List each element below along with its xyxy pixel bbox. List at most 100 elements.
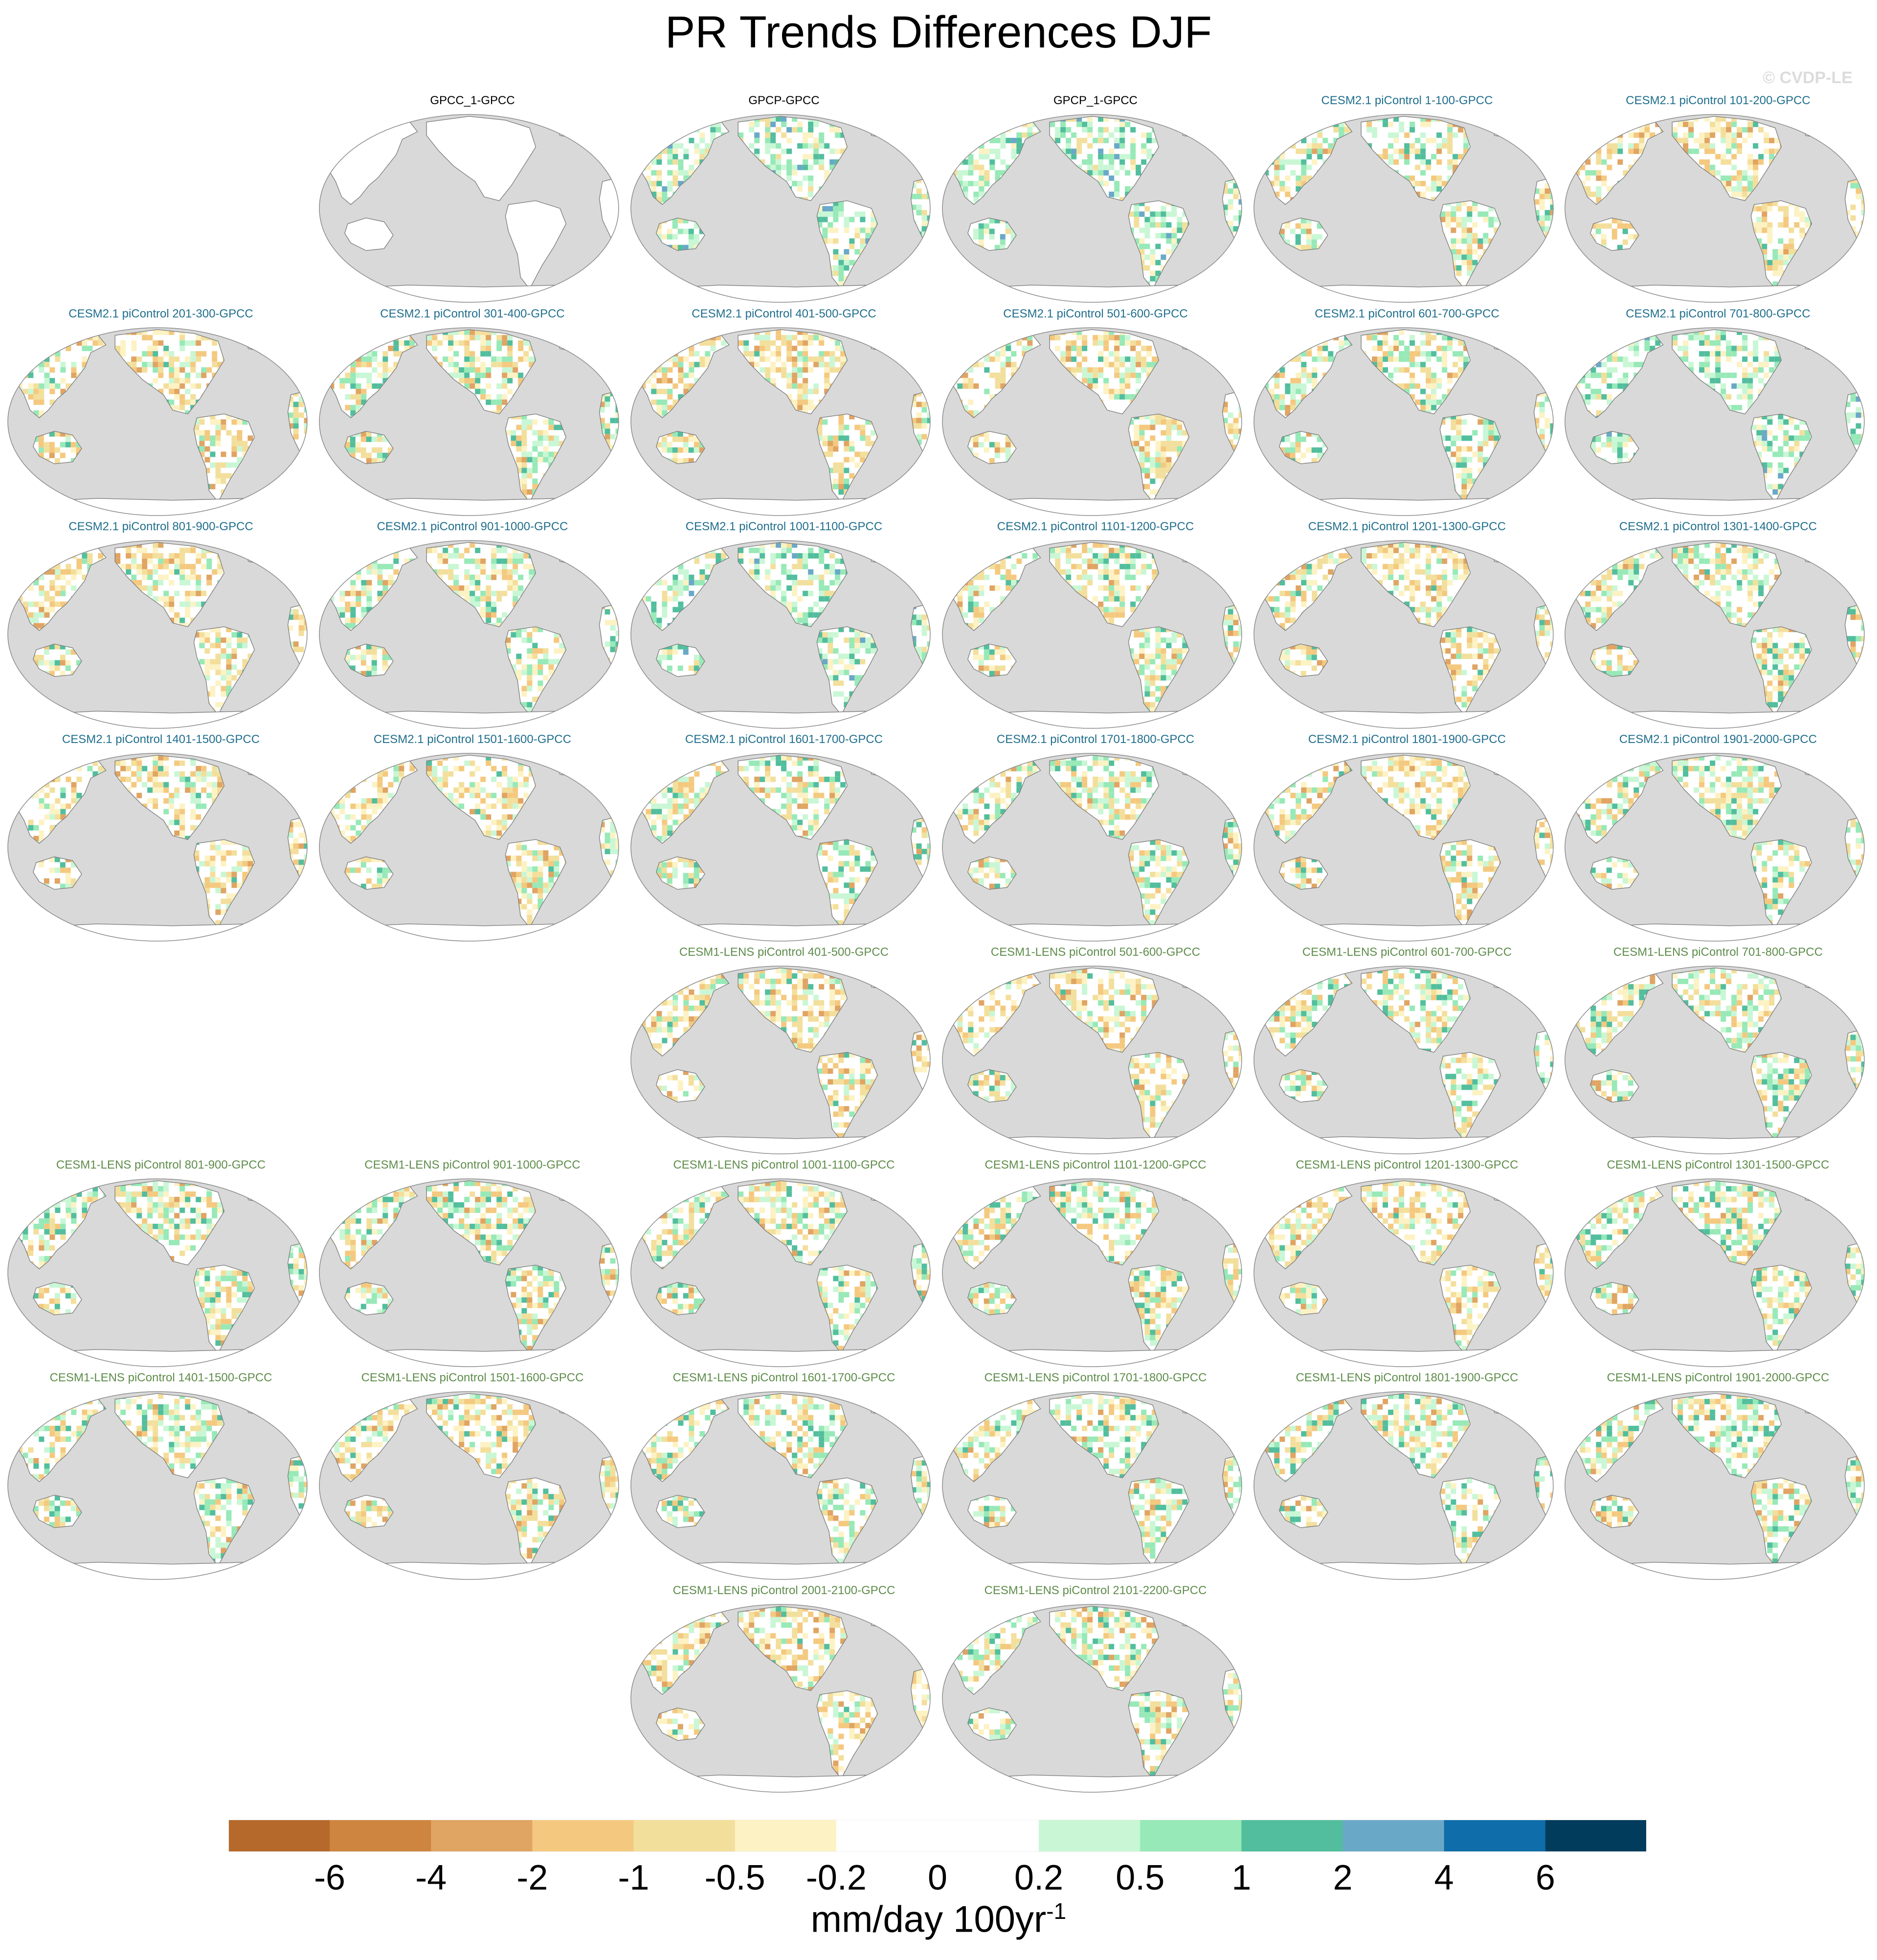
trend-cell [1155,222,1161,228]
trend-cell [781,361,787,367]
land-africa [599,178,619,239]
trend-cell [1152,329,1158,335]
trend-cell [984,154,990,159]
trend-cell [803,175,808,181]
trend-cell [33,399,39,405]
trend-cell [527,468,533,473]
trend-cell [1399,154,1405,159]
trend-cell [672,245,678,250]
trend-cell [640,335,646,340]
trend-cell [694,329,700,335]
trend-cell [651,159,657,165]
trend-cell [163,383,169,389]
trend-cell [1550,194,1553,200]
trend-cell [1087,378,1093,383]
trend-cell [464,329,470,335]
trend-cell [1431,186,1437,192]
trend-cell [1306,148,1312,154]
trend-cell [689,137,694,143]
trend-cell [1333,127,1339,133]
trend-cell [1000,345,1006,351]
trend-cell [968,154,974,159]
trend-cell [372,367,378,373]
trend-cell [1098,127,1104,133]
trend-cell [1296,175,1301,181]
trend-cell [1182,227,1188,233]
trend-cell [366,378,372,383]
trend-cell [1060,361,1066,367]
trend-cell [1274,191,1280,197]
trend-cell [968,127,974,133]
trend-cell [1451,227,1456,233]
trend-cell [781,367,787,373]
trend-cell [829,159,835,165]
trend-cell [190,351,196,357]
trend-cell [1488,206,1494,212]
trend-cell [1415,148,1421,154]
coastline-greenland [553,328,603,353]
trend-cell [661,234,667,240]
trend-cell [797,399,803,405]
trend-cell [1274,116,1280,122]
trend-cell [532,468,538,473]
trend-cell [366,383,372,389]
trend-cell [1472,430,1478,436]
trend-cell [1296,378,1301,383]
trend-cell [469,367,475,373]
land-northAmerica [426,116,536,201]
trend-cell [1119,388,1125,394]
trend-cell [1461,495,1467,500]
trend-cell [672,447,678,453]
trend-cell [1098,170,1104,176]
trend-cell [1150,478,1156,484]
trend-cell [1436,356,1442,362]
trend-cell [803,367,808,373]
trend-cell [1461,473,1467,479]
trend-cell [699,148,705,154]
trend-cell [1290,356,1296,362]
trend-cell [1155,441,1161,447]
trend-cell [1436,378,1442,383]
trend-cell [667,143,673,149]
trend-cell [1461,201,1467,206]
trend-cell [1569,137,1575,143]
trend-cell [1139,238,1145,244]
trend-cell [677,228,683,234]
trend-cell [49,431,55,437]
trend-cell [60,378,66,383]
map-border [7,327,308,516]
trend-cell [44,442,49,448]
trend-cell [667,447,672,453]
trend-cell [1477,468,1483,473]
trend-cell [169,361,175,367]
trend-cell [1483,457,1489,463]
trend-cell [39,367,45,373]
trend-cell [242,441,248,447]
trend-cell [957,143,963,149]
trend-cell [486,372,492,378]
trend-cell [705,148,711,154]
trend-cell [1279,405,1285,410]
trend-cell [1136,356,1141,362]
trend-cell [237,430,243,436]
trend-cell [808,175,814,181]
trend-cell [513,361,518,367]
trend-cell [640,372,646,378]
trend-cell [1436,143,1442,149]
trend-cell [1452,132,1458,138]
trend-cell [1420,132,1426,138]
trend-cell [1753,164,1759,170]
trend-cell [1550,428,1553,434]
trend-cell [502,399,508,405]
trend-cell [87,345,93,351]
trend-cell [1550,210,1553,216]
trend-cell [1082,159,1088,165]
trend-cell [1383,121,1388,127]
trend-cell [1317,116,1323,122]
trend-cell [1436,186,1442,192]
trend-cell [989,329,995,335]
trend-cell [1799,211,1805,217]
coastline-southAmerica [505,413,567,503]
trend-cell [55,351,61,357]
trend-cell [223,329,224,335]
